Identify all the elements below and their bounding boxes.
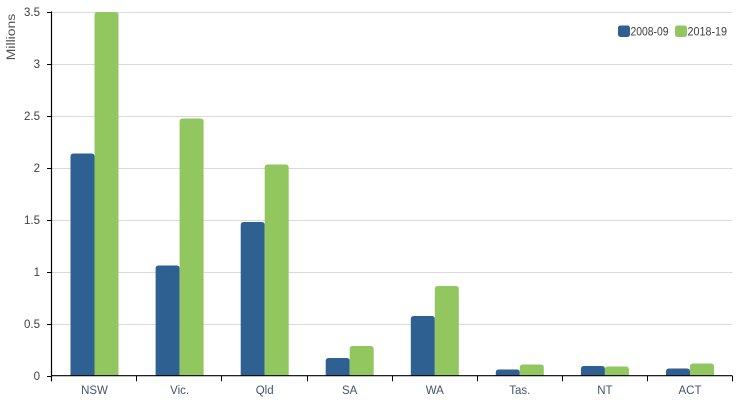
svg-text:ACT: ACT xyxy=(679,385,702,397)
svg-text:1: 1 xyxy=(34,267,40,279)
svg-text:Millions: Millions xyxy=(6,13,18,60)
svg-text:2: 2 xyxy=(34,163,40,175)
svg-text:3.5: 3.5 xyxy=(24,7,40,19)
svg-text:WA: WA xyxy=(426,385,444,397)
svg-text:Vic.: Vic. xyxy=(170,385,189,397)
svg-text:0: 0 xyxy=(34,371,40,383)
svg-text:Tas.: Tas. xyxy=(509,385,530,397)
svg-text:1.5: 1.5 xyxy=(24,215,40,227)
svg-text:Qld: Qld xyxy=(256,385,274,397)
svg-text:0.5: 0.5 xyxy=(24,319,40,331)
svg-text:3: 3 xyxy=(34,59,40,71)
svg-text:2008-09: 2008-09 xyxy=(631,25,669,39)
svg-text:2018-19: 2018-19 xyxy=(688,25,728,39)
svg-text:NSW: NSW xyxy=(81,385,108,397)
svg-text:2.5: 2.5 xyxy=(24,111,40,123)
svg-text:SA: SA xyxy=(342,385,358,397)
svg-text:NT: NT xyxy=(597,385,612,397)
